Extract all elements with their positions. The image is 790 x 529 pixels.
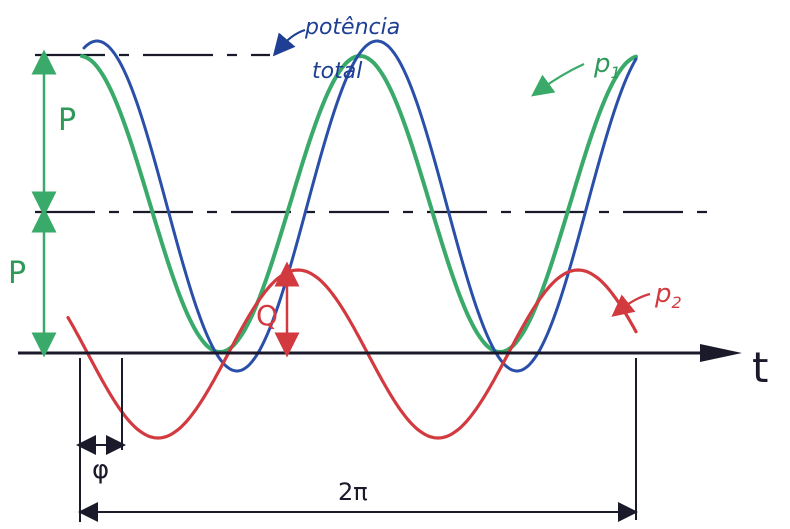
upper-p-label: P (58, 103, 76, 138)
q-label: Q (256, 299, 278, 332)
p2-label: p2 (654, 279, 682, 312)
p1-subscript: 1 (611, 63, 621, 82)
total-power-curve (82, 39, 638, 373)
arrow-right-icon (700, 344, 742, 362)
period-label: 2π (338, 478, 368, 506)
p1-label: p1 (593, 49, 621, 82)
phi-label: φ (92, 455, 109, 485)
p1-letter: p (593, 49, 611, 79)
lower-p-label: P (8, 256, 26, 291)
time-axis-label: t (752, 343, 768, 392)
arrow-icon (272, 28, 306, 57)
p2-subscript: 2 (672, 293, 682, 312)
total-power-label: potência (304, 15, 400, 40)
p2-letter: p (654, 279, 672, 309)
total-power-label-2: total (312, 59, 362, 84)
arrow-icon (531, 62, 585, 97)
arrow-icon (611, 292, 651, 317)
p2-curve (66, 268, 638, 440)
